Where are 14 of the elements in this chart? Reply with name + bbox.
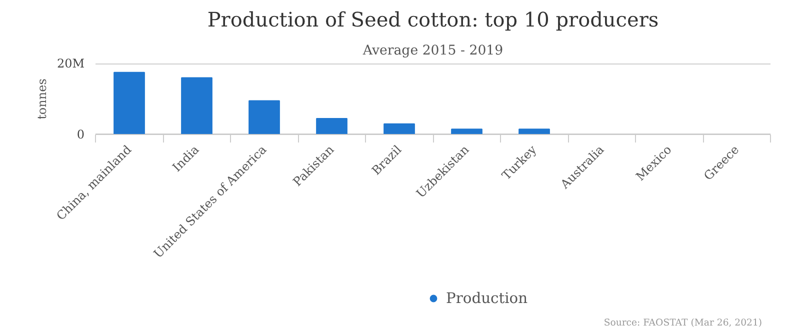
legend-label: Production	[446, 290, 528, 306]
bar	[518, 128, 550, 134]
bar	[248, 100, 280, 134]
y-axis-title: tonnes	[34, 78, 49, 120]
bar	[451, 128, 482, 134]
bar	[384, 123, 415, 134]
y-tick-label: 20M	[56, 56, 85, 70]
y-tick-label: 0	[76, 128, 85, 142]
bar	[181, 77, 212, 134]
source-note: Source: FAOSTAT (Mar 26, 2021)	[604, 318, 762, 328]
chart-title: Production of Seed cotton: top 10 producers	[207, 8, 659, 32]
chart-subtitle: Average 2015 - 2019	[362, 44, 504, 58]
bar	[316, 118, 348, 134]
bar	[114, 72, 145, 134]
